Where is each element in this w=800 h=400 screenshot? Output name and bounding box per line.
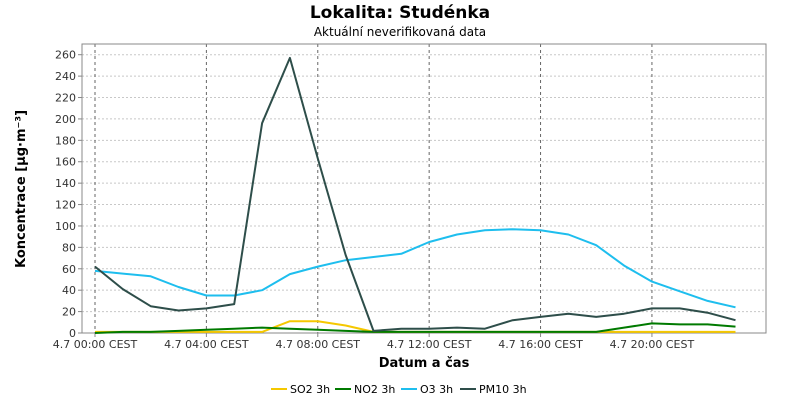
x-tick-label: 4.7 20:00 CEST bbox=[610, 338, 695, 351]
y-axis-label: Koncentrace [µg·m⁻³] bbox=[14, 110, 29, 268]
y-tick-label: 0 bbox=[69, 327, 76, 340]
legend: SO2 3h NO2 3h O3 3h PM10 3h bbox=[271, 383, 527, 396]
x-tick-label: 4.7 00:00 CEST bbox=[53, 338, 138, 351]
y-tick-label: 80 bbox=[62, 241, 76, 254]
x-tick-label: 4.7 04:00 CEST bbox=[164, 338, 249, 351]
y-tick-label: 120 bbox=[55, 199, 76, 212]
y-tick-label: 260 bbox=[55, 49, 76, 62]
legend-item-so2-3h: SO2 3h bbox=[271, 383, 330, 396]
y-tick-label: 60 bbox=[62, 263, 76, 276]
y-tick-label: 140 bbox=[55, 177, 76, 190]
x-tick-label: 4.7 12:00 CEST bbox=[387, 338, 472, 351]
y-tick-label: 220 bbox=[55, 92, 76, 105]
series-pm10-3h bbox=[94, 56, 736, 332]
y-tick-label: 20 bbox=[62, 306, 76, 319]
y-tick-label: 100 bbox=[55, 220, 76, 233]
x-tick-label: 4.7 08:00 CEST bbox=[276, 338, 361, 351]
series-line-pm10-3h bbox=[94, 56, 736, 332]
legend-item-no2-3h: NO2 3h bbox=[335, 383, 395, 396]
x-tick-label: 4.7 16:00 CEST bbox=[498, 338, 583, 351]
legend-label: SO2 3h bbox=[290, 383, 330, 396]
y-tick-label: 160 bbox=[55, 156, 76, 169]
y-tick-label: 180 bbox=[55, 134, 76, 147]
chart-title: Lokalita: Studénka bbox=[310, 3, 490, 23]
legend-label: PM10 3h bbox=[479, 383, 527, 396]
x-axis: 4.7 00:00 CEST 4.7 04:00 CEST 4.7 08:00 CE… bbox=[53, 333, 695, 351]
y-tick-label: 240 bbox=[55, 70, 76, 83]
legend-label: O3 3h bbox=[420, 383, 453, 396]
series-o3-3h bbox=[94, 228, 736, 309]
legend-label: NO2 3h bbox=[354, 383, 395, 396]
series-line-no2-3h bbox=[94, 322, 736, 334]
chart-subtitle: Aktuální neverifikovaná data bbox=[314, 25, 486, 39]
series-line-o3-3h bbox=[94, 228, 736, 309]
y-tick-label: 200 bbox=[55, 113, 76, 126]
legend-item-pm10-3h: PM10 3h bbox=[460, 383, 527, 396]
legend-item-o3-3h: O3 3h bbox=[401, 383, 453, 396]
x-axis-label: Datum a čas bbox=[379, 356, 470, 371]
series-no2-3h bbox=[94, 322, 736, 334]
plot-area bbox=[81, 43, 767, 334]
y-axis: 0 20 40 60 80 100 120 140 160 180 200 220 240 260 bbox=[55, 49, 82, 340]
plot-grid bbox=[82, 44, 766, 333]
series-lines bbox=[94, 56, 736, 334]
y-tick-label: 40 bbox=[62, 284, 76, 297]
